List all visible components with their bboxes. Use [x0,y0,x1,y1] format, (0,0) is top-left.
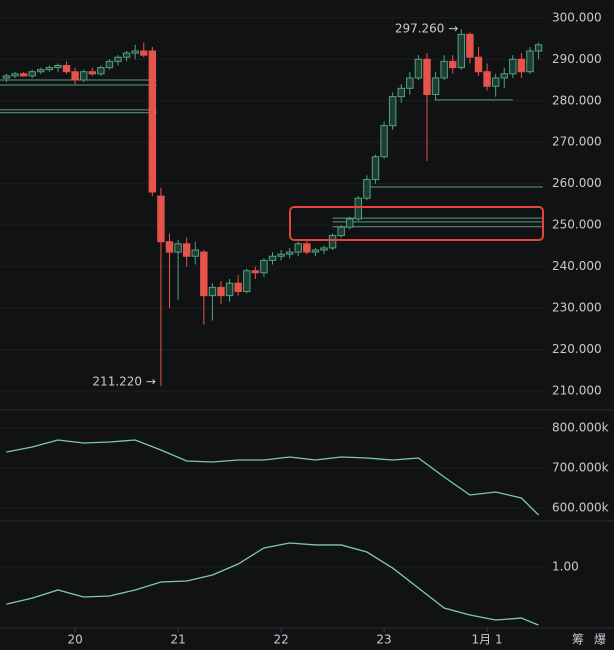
candle-body [45,67,54,71]
candle-body [97,67,105,75]
candle-body [440,60,448,79]
candle-body [208,286,217,297]
x-tick-label: 21 [170,633,185,647]
y-tick-label: 280.000 [552,93,602,107]
candle-body [165,241,174,253]
candle-body [2,75,11,79]
toolbar-button[interactable]: 筹 [572,633,584,647]
candle-body [303,243,311,253]
candle-body [19,73,28,77]
candle-body [294,243,302,253]
x-tick-label: 20 [67,633,82,647]
candle-body [517,58,526,73]
candle-body [217,286,225,297]
candle-body [388,96,397,127]
y-tick-label: 270.000 [552,135,602,149]
candle-body [474,56,483,73]
y-tick-label: 250.000 [552,218,602,232]
candle-body [371,156,380,181]
candle-body [11,73,19,77]
y-tick-label: 1.00 [552,560,579,574]
candle-body [148,50,157,193]
y-tick-label: 210.000 [552,384,602,398]
indicator-line [6,542,539,626]
y-tick-label: 220.000 [552,342,602,356]
candle-body [491,77,500,87]
annotation: 211.220 → [92,374,156,388]
annotation: 297.260 → [395,22,459,36]
candle-body [140,50,148,56]
candle-body [200,251,208,297]
candle-body [414,58,423,79]
candle-body [346,218,354,228]
candle-body [174,243,182,253]
candle-body [397,87,405,98]
candle-body [466,33,474,58]
candle-body [449,60,457,69]
candle-body [131,50,139,54]
candle-body [28,71,36,77]
candle-body [311,249,320,253]
candle-body [191,249,199,257]
y-tick-label: 600.000k [552,501,609,515]
candle-body [320,247,328,251]
candle-body [260,259,268,274]
candle-body [105,60,114,69]
candle-body [423,58,431,96]
candle-body [363,179,371,199]
x-tick-label: 22 [273,633,288,647]
candle-body [483,71,491,87]
y-tick-label: 700.000k [552,461,609,475]
x-tick-label: 1月 1 [472,633,503,647]
candle-body [88,71,96,75]
candle-body [37,69,45,73]
candle-body [500,73,508,79]
candle-body [71,71,79,81]
candle-body [251,270,260,274]
candle-body [122,52,131,58]
toolbar-button[interactable]: 爆 [594,633,606,647]
x-tick-label: 23 [376,633,391,647]
candle-body [285,251,294,255]
candle-body [337,226,345,237]
y-tick-label: 240.000 [552,259,602,273]
candle-body [234,282,242,292]
candle-body [509,58,517,75]
candle-body [380,125,388,158]
candle-body [54,65,62,69]
y-tick-label: 260.000 [552,176,602,190]
y-tick-label: 230.000 [552,301,602,315]
candle-body [406,77,414,89]
candle-body [182,243,191,257]
candle-body [157,195,165,243]
candle-body [114,56,122,62]
candle-body [277,253,285,257]
y-tick-label: 800.000k [552,421,609,435]
candle-body [62,65,71,73]
indicator-line [6,439,540,516]
candle-body [457,33,466,69]
y-tick-label: 290.000 [552,52,602,66]
candle-body [268,255,277,261]
candle-body [534,44,543,52]
candle-body [225,282,234,297]
y-tick-label: 300.000 [552,10,602,24]
candle-body [243,270,251,292]
candle-body [431,77,440,96]
candle-body [526,50,534,73]
candle-body [328,235,337,249]
highlight-box [289,206,544,241]
candle-body [354,197,363,220]
candle-body [79,71,88,81]
